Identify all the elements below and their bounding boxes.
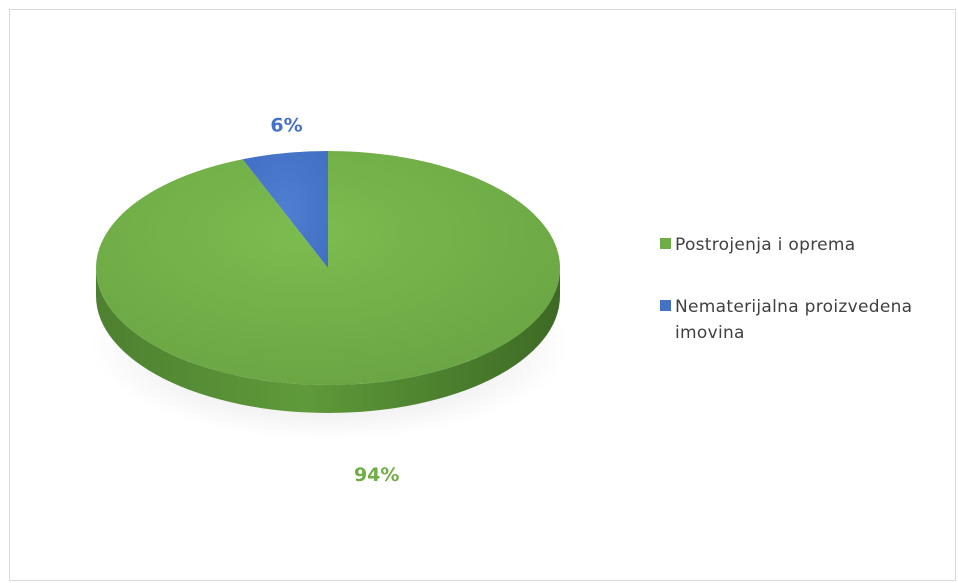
legend-item-nematerijalna: Nematerijalna proizvedena imovina: [660, 294, 950, 346]
legend-swatch-green: [660, 238, 671, 249]
pie-data-labels: 94% 6%: [270, 114, 399, 486]
legend-label: Postrojenja i oprema: [675, 235, 856, 255]
pie-slice-nematerijalna-proizvedena-imovina: [242, 151, 328, 268]
legend-swatch-blue: [660, 300, 671, 311]
pie-wall-postrojenja-i-oprema: [96, 268, 560, 413]
pie-slice-postrojenja-i-oprema: [96, 151, 561, 385]
legend-label: Nematerijalna proizvedena imovina: [675, 297, 913, 343]
pie-side-walls: [96, 268, 560, 413]
legend-item-postrojenja: Postrojenja i oprema: [660, 232, 950, 258]
pie-slices: [96, 151, 561, 385]
data-label-postrojenja-i-oprema: 94%: [354, 464, 399, 486]
data-label-nematerijalna-proizvedena-imovina: 6%: [270, 114, 302, 136]
legend: Postrojenja i oprema Nematerijalna proiz…: [660, 232, 950, 382]
